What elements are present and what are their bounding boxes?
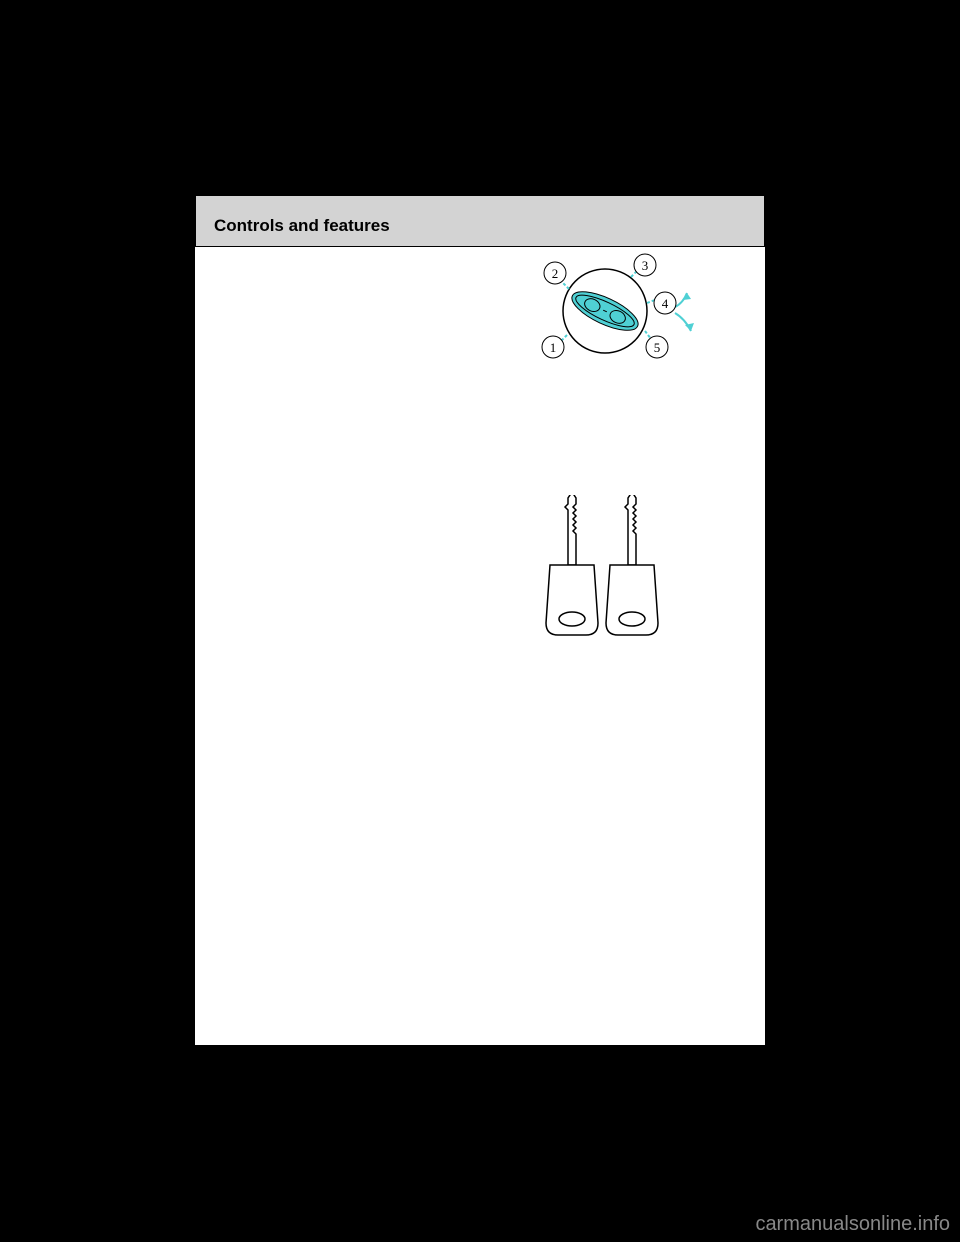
section-title: Controls and features — [214, 216, 390, 236]
watermark-text: carmanualsonline.info — [755, 1213, 950, 1236]
position-4-label: 4 — [662, 296, 669, 311]
manual-page: Controls and features — [195, 195, 765, 1045]
page-content: 1 2 3 4 5 — [195, 247, 765, 265]
position-1-label: 1 — [550, 340, 557, 355]
ignition-switch-diagram: 1 2 3 4 5 — [505, 253, 710, 373]
position-3-label: 3 — [642, 258, 649, 273]
keys-diagram — [540, 495, 670, 640]
position-5-label: 5 — [654, 340, 661, 355]
section-header: Controls and features — [195, 195, 765, 247]
position-2-label: 2 — [552, 266, 559, 281]
